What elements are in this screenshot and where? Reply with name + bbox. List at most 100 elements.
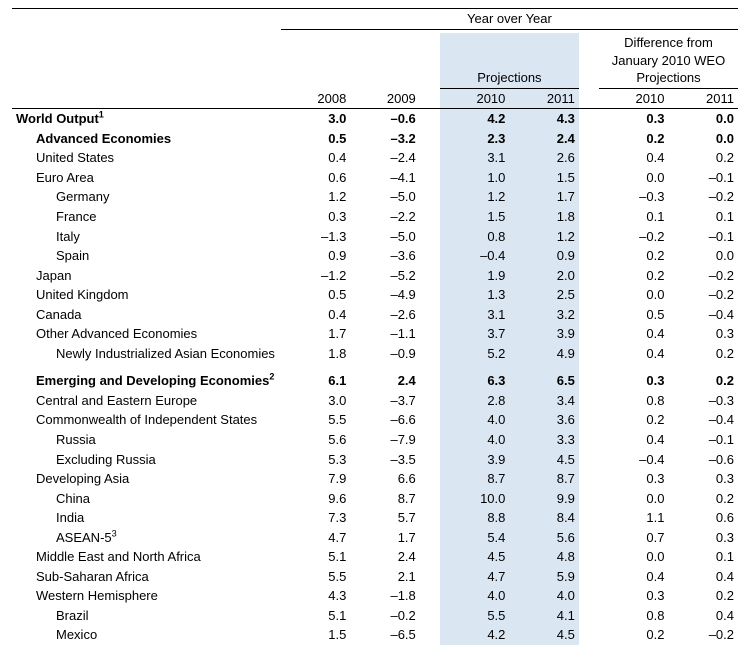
cell-value: 2.4 xyxy=(509,129,578,149)
table-row: Spain0.9–3.6–0.40.90.20.0 xyxy=(12,246,738,266)
cell-value: 0.5 xyxy=(599,305,668,325)
row-label: India xyxy=(12,508,281,528)
cell-value: 3.1 xyxy=(440,148,509,168)
row-label: Russia xyxy=(12,430,281,450)
cell-value: 0.3 xyxy=(668,469,738,489)
cell-value: 0.8 xyxy=(440,227,509,247)
table-body: World Output13.0–0.64.24.30.30.0Advanced… xyxy=(12,109,738,645)
row-label: Central and Eastern Europe xyxy=(12,391,281,411)
table-header: Year over Year Projections Difference fr… xyxy=(12,9,738,109)
table-row: United States0.4–2.43.12.60.40.2 xyxy=(12,148,738,168)
cell-value: 5.4 xyxy=(440,528,509,548)
cell-value: 0.4 xyxy=(599,430,668,450)
cell-value: –5.0 xyxy=(350,227,419,247)
cell-value: 0.3 xyxy=(599,109,668,129)
cell-value: –0.6 xyxy=(668,450,738,470)
row-label: Mexico xyxy=(12,625,281,645)
cell-value: 5.1 xyxy=(281,547,350,567)
cell-value: 0.0 xyxy=(599,489,668,509)
table-row: Canada0.4–2.63.13.20.5–0.4 xyxy=(12,305,738,325)
row-label: Advanced Economies xyxy=(12,129,281,149)
cell-value: 0.3 xyxy=(668,528,738,548)
cell-value: 1.5 xyxy=(281,625,350,645)
cell-value: 4.0 xyxy=(509,586,578,606)
row-label: Emerging and Developing Economies2 xyxy=(12,371,281,391)
cell-value: 8.7 xyxy=(509,469,578,489)
cell-value: 2.4 xyxy=(350,547,419,567)
cell-value: 0.2 xyxy=(668,586,738,606)
row-label: Newly Industrialized Asian Economies xyxy=(12,344,281,364)
cell-value: –0.3 xyxy=(599,187,668,207)
cell-value: 7.9 xyxy=(281,469,350,489)
cell-value: –4.1 xyxy=(350,168,419,188)
row-label: Japan xyxy=(12,266,281,286)
cell-value: 7.3 xyxy=(281,508,350,528)
header-difference: Difference from January 2010 WEO Project… xyxy=(612,35,725,85)
cell-value: 4.5 xyxy=(509,450,578,470)
cell-value: 0.5 xyxy=(281,285,350,305)
cell-value: 4.2 xyxy=(440,109,509,129)
cell-value: –0.9 xyxy=(350,344,419,364)
cell-value: 0.0 xyxy=(668,246,738,266)
table-row: Western Hemisphere4.3–1.84.04.00.30.2 xyxy=(12,586,738,606)
cell-value: 4.5 xyxy=(509,625,578,645)
row-label: Developing Asia xyxy=(12,469,281,489)
cell-value: –2.4 xyxy=(350,148,419,168)
table-row: Commonwealth of Independent States5.5–6.… xyxy=(12,410,738,430)
row-label: Italy xyxy=(12,227,281,247)
cell-value: 0.1 xyxy=(668,207,738,227)
row-label: Brazil xyxy=(12,606,281,626)
row-label: Euro Area xyxy=(12,168,281,188)
cell-value: 4.7 xyxy=(440,567,509,587)
cell-value: 3.2 xyxy=(509,305,578,325)
cell-value: 3.7 xyxy=(440,324,509,344)
cell-value: 0.0 xyxy=(599,168,668,188)
row-label: United States xyxy=(12,148,281,168)
table-row: ASEAN-534.71.75.45.60.70.3 xyxy=(12,528,738,548)
cell-value: –1.3 xyxy=(281,227,350,247)
cell-value: 5.2 xyxy=(440,344,509,364)
cell-value: 3.0 xyxy=(281,391,350,411)
cell-value: 3.1 xyxy=(440,305,509,325)
row-label: Other Advanced Economies xyxy=(12,324,281,344)
cell-value: 0.2 xyxy=(668,489,738,509)
cell-value: 1.2 xyxy=(281,187,350,207)
cell-value: 0.2 xyxy=(599,625,668,645)
table-row: Mexico1.5–6.54.24.50.2–0.2 xyxy=(12,625,738,645)
cell-value: 3.9 xyxy=(509,324,578,344)
cell-value: 0.0 xyxy=(599,285,668,305)
row-label: Excluding Russia xyxy=(12,450,281,470)
table-row: Brazil5.1–0.25.54.10.80.4 xyxy=(12,606,738,626)
table-row: Russia5.6–7.94.03.30.4–0.1 xyxy=(12,430,738,450)
weo-projections-table: Year over Year Projections Difference fr… xyxy=(12,8,738,645)
cell-value: –0.6 xyxy=(350,109,419,129)
cell-value: 2.3 xyxy=(440,129,509,149)
table-row: Middle East and North Africa5.12.44.54.8… xyxy=(12,547,738,567)
table-row: Developing Asia7.96.68.78.70.30.3 xyxy=(12,469,738,489)
cell-value: 8.7 xyxy=(350,489,419,509)
table-row: China9.68.710.09.90.00.2 xyxy=(12,489,738,509)
cell-value: 9.6 xyxy=(281,489,350,509)
cell-value: –3.6 xyxy=(350,246,419,266)
cell-value: 0.3 xyxy=(599,469,668,489)
cell-value: –1.8 xyxy=(350,586,419,606)
cell-value: 0.0 xyxy=(599,547,668,567)
table-row: United Kingdom0.5–4.91.32.50.0–0.2 xyxy=(12,285,738,305)
cell-value: –1.1 xyxy=(350,324,419,344)
row-label: Western Hemisphere xyxy=(12,586,281,606)
table-row: Emerging and Developing Economies26.12.4… xyxy=(12,371,738,391)
cell-value: 4.8 xyxy=(509,547,578,567)
cell-value: 1.5 xyxy=(509,168,578,188)
cell-value: 2.0 xyxy=(509,266,578,286)
cell-value: 6.3 xyxy=(440,371,509,391)
cell-value: 1.7 xyxy=(281,324,350,344)
cell-value: 1.2 xyxy=(440,187,509,207)
cell-value: 0.0 xyxy=(668,129,738,149)
cell-value: 3.3 xyxy=(509,430,578,450)
cell-value: –0.4 xyxy=(668,305,738,325)
cell-value: 3.9 xyxy=(440,450,509,470)
header-projections: Projections xyxy=(477,70,541,85)
cell-value: 0.3 xyxy=(668,324,738,344)
cell-value: –0.4 xyxy=(599,450,668,470)
cell-value: 4.0 xyxy=(440,586,509,606)
